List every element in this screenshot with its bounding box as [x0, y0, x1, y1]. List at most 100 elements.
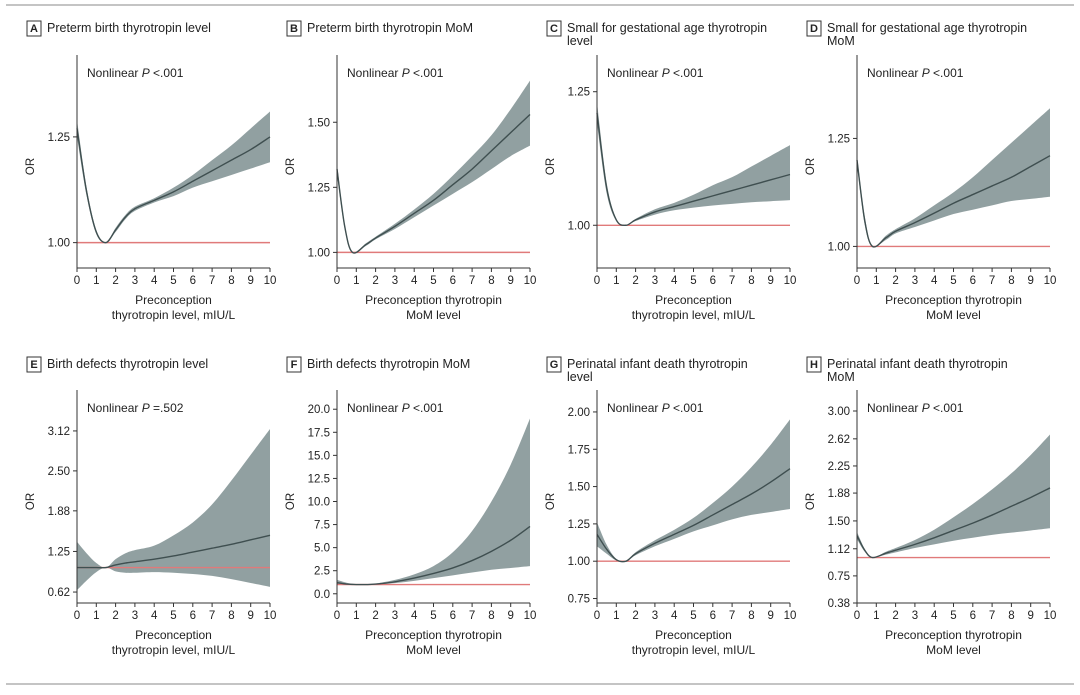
y-tick-label: 3.00 [828, 406, 850, 418]
x-axis-label-line: Preconception thyrotropin [365, 628, 502, 642]
x-tick-label: 8 [228, 275, 234, 287]
x-tick-label: 9 [507, 275, 513, 287]
x-tick-label: 3 [912, 275, 918, 287]
x-tick-label: 7 [469, 275, 475, 287]
x-tick-label: 9 [247, 610, 253, 622]
x-tick-label: 0 [594, 610, 600, 622]
x-tick-label: 7 [989, 610, 995, 622]
x-tick-label: 3 [652, 275, 658, 287]
y-tick-label: 2.50 [48, 466, 70, 478]
confidence-band [857, 108, 1050, 247]
panel-letter: F [291, 359, 298, 371]
x-axis-label-line: MoM level [406, 308, 461, 322]
x-tick-label: 4 [931, 610, 938, 622]
estimate-line [856, 155, 1051, 248]
y-axis-label: OR [25, 158, 37, 175]
x-tick-label: 0 [334, 275, 340, 287]
y-axis-label: OR [545, 493, 557, 510]
x-tick-label: 9 [1027, 275, 1033, 287]
x-tick-label: 7 [989, 275, 995, 287]
x-tick-label: 10 [524, 610, 537, 622]
x-tick-label: 2 [372, 610, 378, 622]
x-tick-label: 8 [1008, 610, 1014, 622]
x-axis-label-line: MoM level [406, 643, 461, 657]
x-tick-label: 10 [524, 275, 537, 287]
panel-e: E Birth defects thyrotropin level 0 1 2 3 4 5 6 7… [25, 356, 277, 657]
y-tick-label: 15.0 [308, 450, 330, 462]
panel-letter: B [290, 23, 298, 35]
panel-title-line: Birth defects thyrotropin MoM [307, 357, 470, 371]
x-tick-label: 6 [710, 610, 716, 622]
confidence-band [337, 418, 530, 586]
x-tick-label: 10 [784, 610, 797, 622]
y-tick-label: 1.00 [828, 241, 850, 253]
x-axis-label-line: MoM level [926, 308, 981, 322]
x-axis-label-line: thyrotropin level, mIU/L [112, 643, 236, 657]
y-tick-label: 2.25 [828, 461, 850, 473]
x-tick-label: 3 [132, 275, 138, 287]
x-tick-label: 2 [632, 275, 638, 287]
x-tick-label: 3 [652, 610, 658, 622]
x-axis-label-line: thyrotropin level, mIU/L [112, 308, 236, 322]
x-tick-label: 7 [729, 610, 735, 622]
y-tick-label: 1.50 [308, 117, 330, 129]
confidence-band [337, 80, 530, 254]
x-tick-label: 6 [450, 275, 456, 287]
x-axis-label-line: MoM level [926, 643, 981, 657]
x-tick-label: 2 [112, 610, 118, 622]
estimate-line [77, 534, 271, 569]
x-tick-label: 8 [748, 275, 754, 287]
x-tick-label: 1 [613, 275, 619, 287]
x-tick-label: 0 [854, 275, 860, 287]
panel-letter: G [550, 359, 559, 371]
x-tick-label: 10 [264, 610, 277, 622]
nonlinear-p-annotation: Nonlinear P <.001 [867, 66, 964, 80]
x-tick-label: 5 [170, 610, 176, 622]
x-tick-label: 9 [1027, 610, 1033, 622]
x-tick-label: 1 [93, 275, 99, 287]
x-tick-label: 10 [264, 275, 277, 287]
y-axis-label: OR [285, 493, 297, 510]
x-tick-label: 5 [170, 275, 176, 287]
x-tick-label: 9 [767, 610, 773, 622]
x-axis-label-line: Preconception [135, 628, 212, 642]
estimate-line [76, 128, 271, 244]
x-tick-label: 6 [710, 275, 716, 287]
y-tick-label: 1.12 [828, 544, 850, 556]
nonlinear-p-annotation: Nonlinear P <.001 [347, 401, 444, 415]
x-tick-label: 3 [392, 275, 398, 287]
x-tick-label: 6 [190, 275, 196, 287]
x-tick-label: 5 [430, 275, 436, 287]
y-tick-label: 7.5 [314, 520, 330, 532]
y-tick-label: 1.25 [308, 182, 330, 194]
y-tick-label: 1.50 [828, 516, 850, 528]
x-tick-label: 5 [690, 275, 696, 287]
x-tick-label: 6 [450, 610, 456, 622]
x-axis-label-line: Preconception thyrotropin [365, 293, 502, 307]
x-tick-label: 4 [671, 275, 678, 287]
x-tick-label: 2 [632, 610, 638, 622]
y-axis-label: OR [285, 158, 297, 175]
y-tick-label: 1.88 [48, 506, 70, 518]
y-tick-label: 1.25 [568, 519, 590, 531]
y-tick-label: 2.5 [314, 566, 330, 578]
panel-letter-box [806, 20, 822, 37]
x-tick-label: 7 [209, 610, 215, 622]
x-tick-label: 1 [873, 275, 879, 287]
x-tick-label: 3 [912, 610, 918, 622]
x-tick-label: 2 [112, 275, 118, 287]
panel-title-line: Small for gestational age thyrotropin [567, 21, 767, 35]
x-tick-label: 2 [372, 275, 378, 287]
x-tick-label: 0 [594, 275, 600, 287]
x-tick-label: 5 [950, 610, 956, 622]
x-tick-label: 4 [931, 275, 938, 287]
panel-title-line: Small for gestational age thyrotropin [827, 21, 1027, 35]
confidence-band [77, 111, 270, 243]
panel-letter-box [546, 356, 562, 373]
panel-title-line: Perinatal infant death thyrotropin [827, 357, 1008, 371]
panel-f: F Birth defects thyrotropin MoM 0 1 2 3 4 5 6 7 8 9… [285, 356, 537, 657]
y-tick-label: 0.0 [314, 589, 330, 601]
